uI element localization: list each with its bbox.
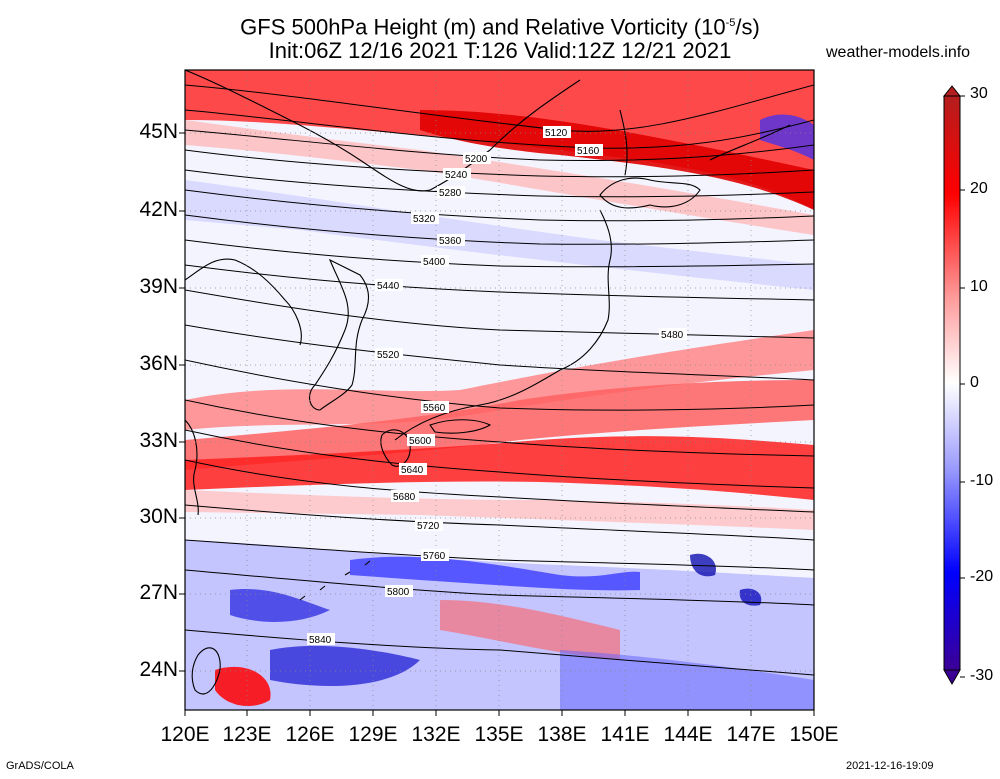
colorbar-label: -20 — [970, 568, 994, 585]
lon-label: 141E — [600, 723, 650, 746]
contour-label: 5520 — [377, 350, 400, 361]
contour-label: 5480 — [661, 330, 684, 341]
lon-label: 132E — [411, 723, 461, 746]
height-contours — [185, 84, 814, 676]
contour-labels: 5120 5160 5200 5240 5280 5320 5360 5400 … — [307, 126, 687, 646]
contour-label: 5840 — [309, 635, 332, 646]
footer-timestamp: 2021-12-16-19:09 — [846, 760, 934, 772]
contour-label: 5400 — [423, 257, 446, 268]
contour-label: 5760 — [423, 551, 446, 562]
contour-label: 5560 — [423, 403, 446, 414]
lon-label: 129E — [348, 723, 398, 746]
colorbar — [942, 85, 965, 686]
colorbar-label: 20 — [970, 180, 988, 197]
lon-label: 144E — [663, 723, 713, 746]
lat-label: 39N — [139, 275, 178, 298]
contour-label: 5320 — [413, 214, 436, 225]
site-label: weather-models.info — [826, 44, 971, 61]
contour-label: 5240 — [445, 170, 468, 181]
footer-credit: GrADS/COLA — [6, 760, 74, 772]
lat-label: 45N — [139, 120, 178, 143]
axis-ticks — [179, 132, 815, 716]
contour-label: 5160 — [577, 146, 600, 157]
contour-label: 5440 — [377, 281, 400, 292]
contour-label: 5600 — [409, 436, 432, 447]
contour-label: 5800 — [387, 587, 410, 598]
contour-label: 5680 — [393, 492, 416, 503]
colorbar-label: 0 — [970, 374, 979, 391]
lon-label: 147E — [726, 723, 776, 746]
contour-label: 5640 — [401, 465, 424, 476]
map-subtitle: Init:06Z 12/16 2021 T:126 Valid:12Z 12/2… — [268, 38, 732, 63]
lon-label: 150E — [789, 723, 839, 746]
lat-label: 42N — [139, 198, 178, 221]
contour-label: 5360 — [439, 236, 462, 247]
contour-label: 5200 — [465, 154, 488, 165]
lon-label: 138E — [537, 723, 587, 746]
contour-label: 5720 — [417, 521, 440, 532]
lat-label: 30N — [139, 505, 178, 528]
colorbar-label: -10 — [970, 472, 994, 489]
lon-label: 120E — [160, 723, 210, 746]
colorbar-label: 10 — [970, 278, 988, 295]
vorticity-field: 5120 5160 5200 5240 5280 5320 5360 5400 … — [185, 70, 814, 710]
colorbar-label: -30 — [970, 667, 994, 684]
gridlines — [185, 70, 814, 710]
map-title: GFS 500hPa Height (m) and Relative Vorti… — [240, 14, 760, 40]
contour-label: 5280 — [439, 188, 462, 199]
lat-label: 36N — [139, 352, 178, 375]
contour-label: 5120 — [545, 128, 568, 139]
lon-label: 135E — [474, 723, 524, 746]
lat-label: 24N — [139, 658, 178, 681]
lat-label: 27N — [139, 581, 178, 604]
colorbar-label: 30 — [970, 85, 988, 102]
lon-label: 123E — [222, 723, 272, 746]
lat-label: 33N — [139, 429, 178, 452]
lon-label: 126E — [285, 723, 335, 746]
